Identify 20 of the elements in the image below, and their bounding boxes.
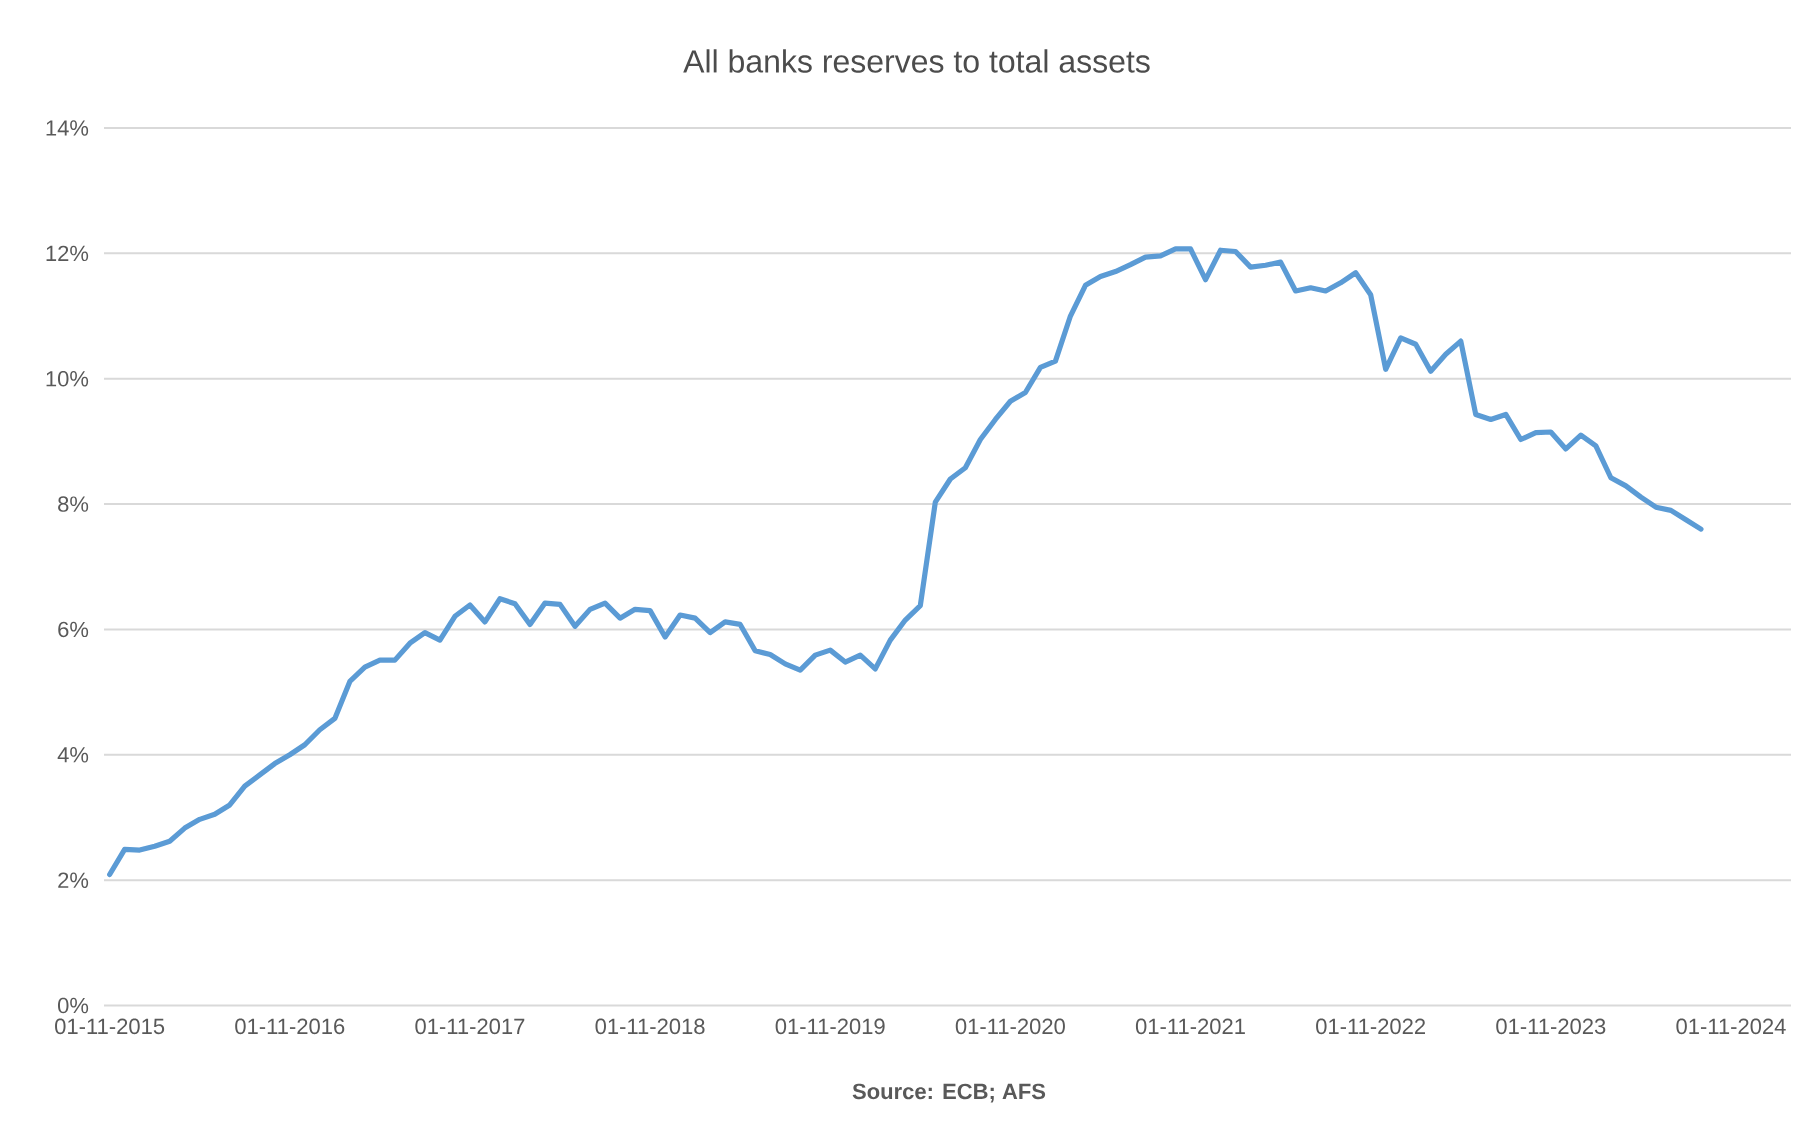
y-tick-label: 8%: [58, 496, 89, 512]
y-tick-label: 6%: [58, 621, 89, 638]
x-tick-label: 01-11-2015: [55, 1018, 165, 1035]
y-tick-label: 0%: [57, 997, 89, 1014]
x-tick-label: 01-11-2016: [235, 1018, 345, 1035]
x-tick-label: 01-11-2021: [1135, 1018, 1245, 1035]
x-tick-label: 01-11-2022: [1316, 1018, 1426, 1035]
y-tick-label: 2%: [58, 872, 89, 888]
x-tick-label: 01-11-2020: [955, 1018, 1065, 1035]
x-tick-label: 01-11-2018: [595, 1018, 705, 1035]
source-note: Source: ECB; AFS: [852, 1083, 1046, 1103]
y-tick-label: 14%: [46, 120, 89, 136]
x-tick-label: 01-11-2024: [1676, 1018, 1786, 1035]
chart-title: All banks reserves to total assets: [683, 49, 1150, 73]
x-tick-label: 01-11-2019: [775, 1018, 885, 1035]
y-tick-label: 10%: [46, 370, 89, 387]
y-tick-label: 4%: [57, 747, 89, 763]
x-tick-label: 01-11-2017: [415, 1018, 525, 1035]
x-tick-label: 01-11-2023: [1496, 1018, 1606, 1035]
y-tick-label: 12%: [46, 245, 89, 262]
